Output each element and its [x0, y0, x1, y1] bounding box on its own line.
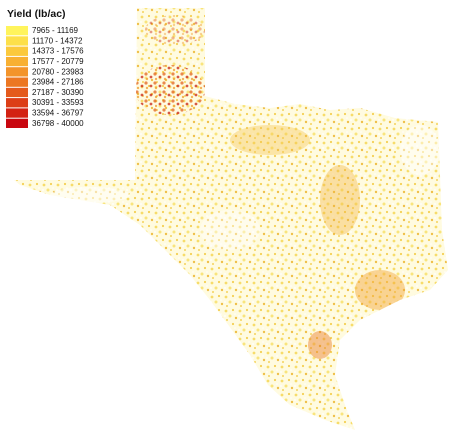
legend-swatch: [6, 118, 28, 128]
legend-label: 36798 - 40000: [32, 119, 84, 128]
legend-swatch: [6, 36, 28, 46]
legend-label: 30391 - 33593: [32, 98, 84, 107]
legend-label: 33594 - 36797: [32, 109, 84, 118]
legend-label: 23984 - 27186: [32, 78, 84, 87]
legend-label: 14373 - 17576: [32, 47, 84, 56]
legend-swatch: [6, 26, 28, 36]
legend-swatch: [6, 56, 28, 67]
legend-swatch: [6, 98, 28, 108]
legend-label: 20780 - 23983: [32, 67, 84, 76]
legend-swatch: [6, 87, 28, 98]
legend-label: 27187 - 30390: [32, 88, 84, 97]
legend-swatch: [6, 77, 28, 87]
legend-label: 11170 - 14372: [32, 36, 83, 45]
legend-title: Yield (lb/ac): [7, 8, 66, 20]
legend-label: 7965 - 11169: [32, 26, 79, 35]
legend-label: 17577 - 20779: [32, 57, 84, 66]
legend-swatch: [6, 67, 28, 77]
legend-swatch: [6, 108, 28, 118]
legend-swatch: [6, 46, 28, 56]
